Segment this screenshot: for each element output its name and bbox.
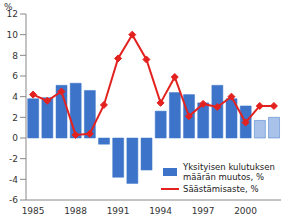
svg-text:1988: 1988 xyxy=(64,206,87,216)
svg-text:1997: 1997 xyxy=(192,206,215,216)
svg-text:2000: 2000 xyxy=(234,206,257,216)
svg-text:-2: -2 xyxy=(9,154,18,164)
svg-text:4: 4 xyxy=(12,92,18,102)
html-text:Säästämisaste, %: Säästämisaste, % xyxy=(183,184,259,194)
svg-text:2: 2 xyxy=(12,113,18,123)
svg-text:1994: 1994 xyxy=(149,206,172,216)
svg-text:8: 8 xyxy=(12,51,18,61)
svg-text:-6: -6 xyxy=(9,195,18,205)
svg-text:10: 10 xyxy=(8,30,18,40)
svg-text:12: 12 xyxy=(8,9,18,19)
svg-text:0: 0 xyxy=(12,133,18,143)
svg-text:1991: 1991 xyxy=(107,206,130,216)
svg-text:1985: 1985 xyxy=(22,206,45,216)
html-text:Yksityisen kulutuksen määrän m: Yksityisen kulutuksen määrän muutos, % xyxy=(183,162,275,182)
svg-text:-4: -4 xyxy=(9,175,18,185)
svg-text:6: 6 xyxy=(12,71,18,81)
